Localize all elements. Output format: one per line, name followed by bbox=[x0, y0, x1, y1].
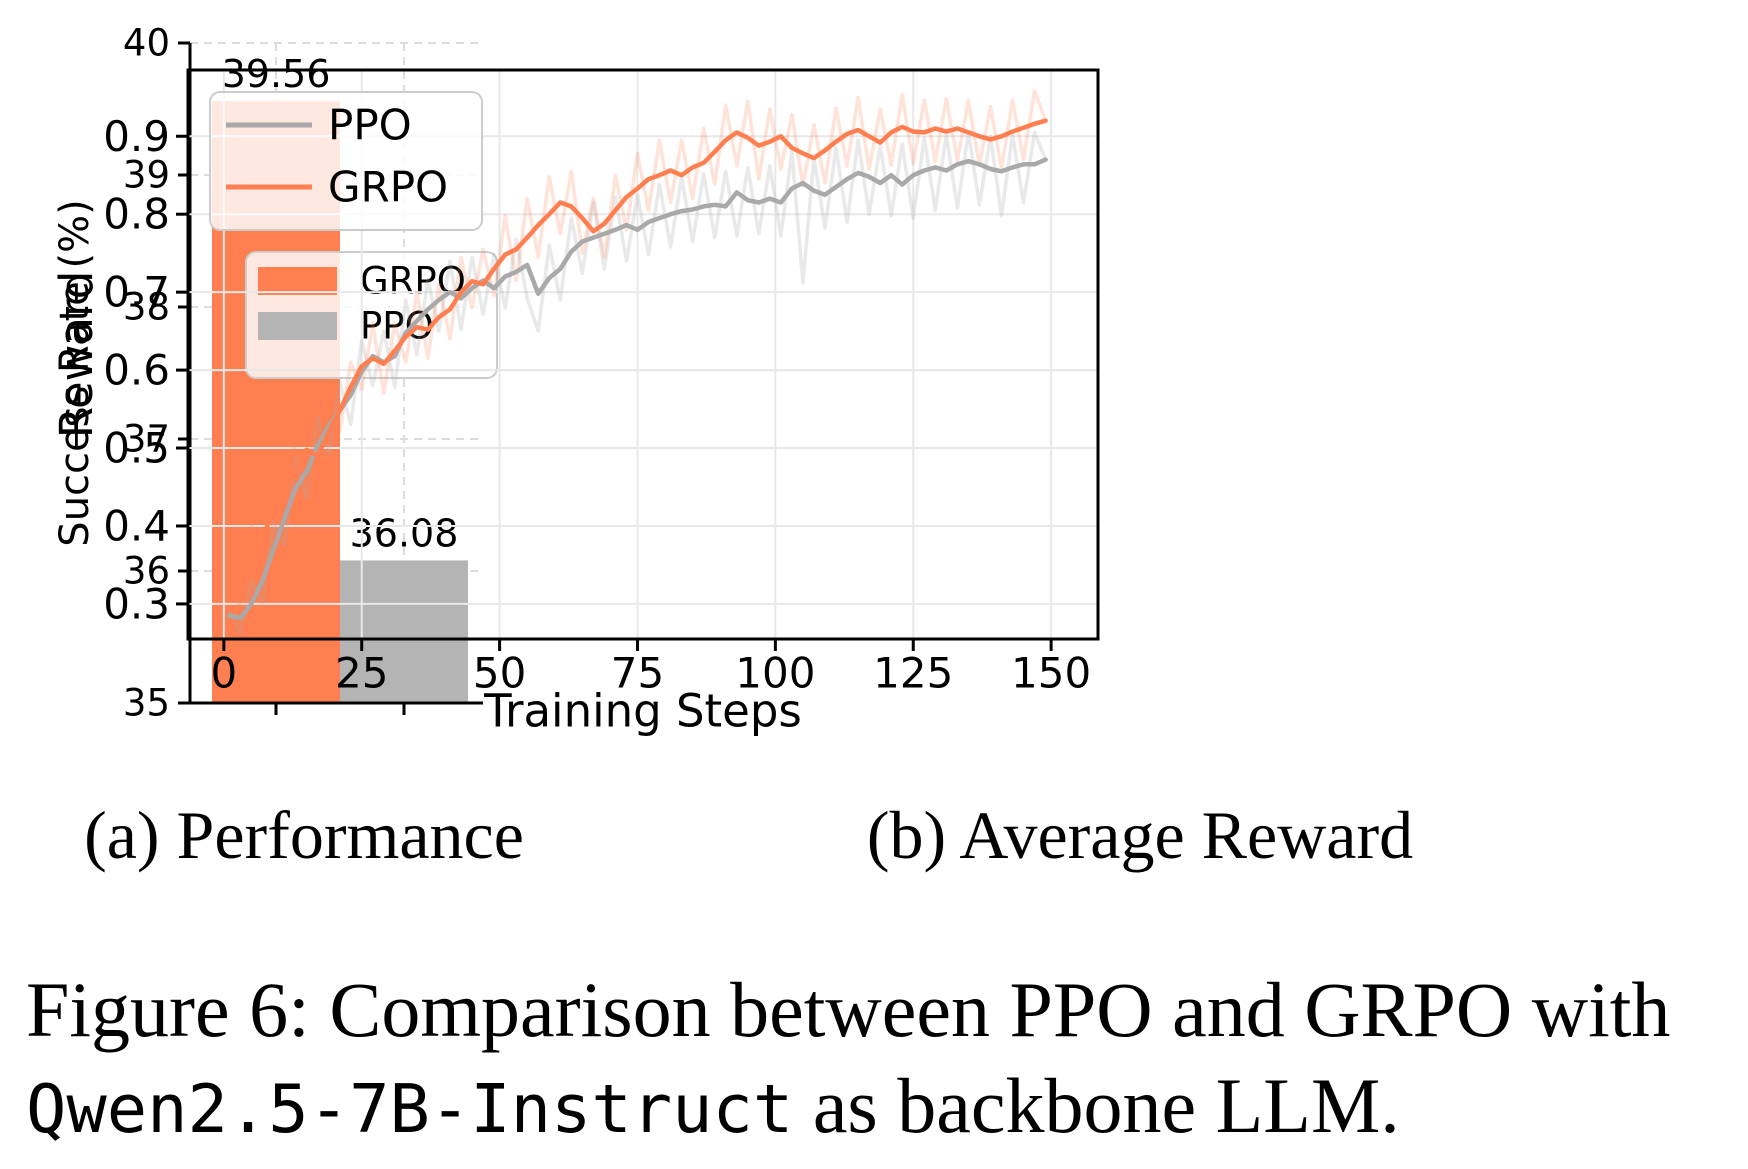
x-tick-label: 150 bbox=[1011, 649, 1091, 698]
raw-line-ppo bbox=[227, 130, 1048, 636]
y-tick-label: 37 bbox=[123, 418, 170, 461]
x-tick-label: 50 bbox=[473, 649, 526, 698]
legend-swatch-ppo bbox=[258, 312, 337, 340]
x-tick-label: 125 bbox=[873, 649, 953, 698]
line-chart-average-reward: 0 25 50 75 100 125 150 0.3 0.4 0.5 0.6 0.7 0.8 0.9 Tra… bbox=[50, 68, 1100, 738]
smoothed-line-grpo bbox=[227, 118, 1048, 599]
legend-label: GRPO bbox=[328, 163, 448, 212]
caption-line2-rest: as backbone LLM. bbox=[793, 1062, 1400, 1149]
subcaption-a: (a) Performance bbox=[84, 797, 524, 873]
bar-chart-performance: 39.56 36.08 GRPO PPO 35 36 37 38 39 40 Success Rat… bbox=[52, 22, 498, 725]
y-tick-label: 0.7 bbox=[103, 268, 170, 317]
x-tick-label: 75 bbox=[611, 649, 664, 698]
x-tick-label: 100 bbox=[735, 649, 815, 698]
y-tick-label: 36 bbox=[123, 550, 170, 593]
y-tick-label: 40 bbox=[123, 22, 170, 65]
subcaption-b: (b) Average Reward bbox=[866, 797, 1414, 873]
y-tick-label: 0.8 bbox=[103, 190, 170, 239]
y-axis-label: Success Rate (%) bbox=[52, 199, 98, 546]
axes-box bbox=[186, 68, 1100, 641]
y-tick-label: 0.4 bbox=[103, 501, 170, 550]
y-tick-label: 0.6 bbox=[103, 346, 170, 395]
y-tick-label: 0.3 bbox=[103, 579, 170, 628]
x-tick-label: 0 bbox=[210, 649, 237, 698]
y-tick-label: 38 bbox=[123, 286, 170, 329]
bar-value-label: 36.08 bbox=[350, 511, 459, 555]
smoothed-line-ppo bbox=[227, 157, 1048, 621]
figure-caption: Figure 6: Comparison between PPO and GRP… bbox=[26, 962, 1736, 1157]
bar-value-label: 39.56 bbox=[222, 52, 331, 96]
y-axis-label: Reward bbox=[50, 271, 103, 439]
y-tick-label: 0.5 bbox=[103, 424, 170, 473]
caption-line1: Figure 6: Comparison between PPO and GRP… bbox=[26, 966, 1671, 1053]
y-tick-label: 35 bbox=[123, 682, 170, 725]
legend-label: PPO bbox=[328, 101, 412, 150]
y-tick-label: 39 bbox=[123, 154, 170, 197]
x-axis-label: Training Steps bbox=[483, 685, 802, 738]
legend-swatch-grpo bbox=[258, 267, 337, 295]
y-tick-label: 0.9 bbox=[103, 112, 170, 161]
caption-model-name: Qwen2.5-7B-Instruct bbox=[26, 1070, 794, 1148]
x-tick-label: 25 bbox=[335, 649, 388, 698]
